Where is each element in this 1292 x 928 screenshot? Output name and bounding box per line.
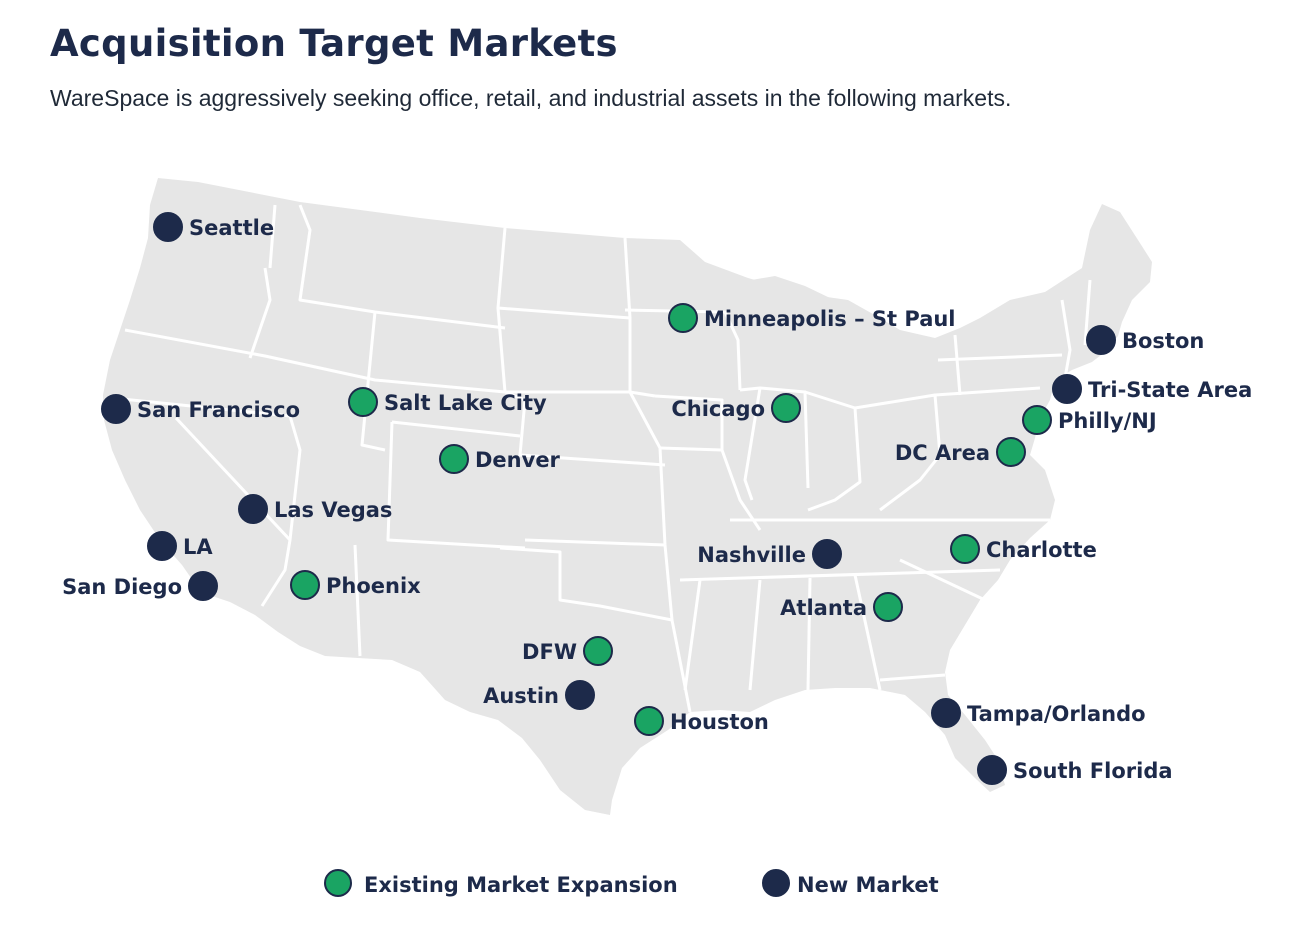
market-dot-minneapolis-st-paul <box>668 303 698 333</box>
market-label-tri-state-area: Tri-State Area <box>1088 378 1252 402</box>
market-label-las-vegas: Las Vegas <box>274 498 392 522</box>
market-label-dfw: DFW <box>522 640 577 664</box>
market-label-denver: Denver <box>475 448 561 472</box>
market-dot-south-florida <box>977 755 1007 785</box>
market-la: LA <box>147 531 213 561</box>
michigan-up-shape <box>740 276 830 306</box>
legend: Existing Market Expansion New Market <box>324 869 939 897</box>
legend-existing: Existing Market Expansion <box>324 869 678 897</box>
market-dot-phoenix <box>290 570 320 600</box>
page-subtitle: WareSpace is aggressively seeking office… <box>50 85 1012 111</box>
market-dot-seattle <box>153 212 183 242</box>
market-label-chicago: Chicago <box>671 397 765 421</box>
market-label-boston: Boston <box>1122 329 1204 353</box>
state-borders <box>111 204 1092 713</box>
market-chicago: Chicago <box>671 393 801 423</box>
market-markers: Seattle Minneapolis – St Paul Boston Tri-St… <box>62 212 1252 785</box>
market-label-philly-nj: Philly/NJ <box>1058 409 1157 433</box>
legend-new-label: New Market <box>797 873 939 897</box>
market-dot-austin <box>565 680 595 710</box>
market-label-minneapolis-st-paul: Minneapolis – St Paul <box>704 307 956 331</box>
market-label-nashville: Nashville <box>697 543 806 567</box>
market-label-dc-area: DC Area <box>895 441 990 465</box>
market-tampa-orlando: Tampa/Orlando <box>931 698 1146 728</box>
market-phoenix: Phoenix <box>290 570 421 600</box>
market-atlanta: Atlanta <box>780 592 903 622</box>
market-dot-la <box>147 531 177 561</box>
market-dot-san-francisco <box>101 394 131 424</box>
market-label-austin: Austin <box>483 684 559 708</box>
market-dot-boston <box>1086 325 1116 355</box>
legend-new-swatch <box>762 869 790 897</box>
market-seattle: Seattle <box>153 212 274 242</box>
market-nashville: Nashville <box>697 539 842 569</box>
market-dot-san-diego <box>188 571 218 601</box>
michigan-shape <box>810 320 880 410</box>
market-label-san-diego: San Diego <box>62 575 182 599</box>
market-boston: Boston <box>1086 325 1204 355</box>
market-label-phoenix: Phoenix <box>326 574 421 598</box>
market-dot-houston <box>634 706 664 736</box>
market-minneapolis-st-paul: Minneapolis – St Paul <box>668 303 956 333</box>
market-label-la: LA <box>183 535 213 559</box>
market-label-charlotte: Charlotte <box>986 538 1097 562</box>
market-dot-salt-lake-city <box>348 387 378 417</box>
legend-existing-swatch <box>324 869 352 897</box>
market-label-san-francisco: San Francisco <box>137 398 300 422</box>
market-san-francisco: San Francisco <box>101 394 300 424</box>
legend-existing-label: Existing Market Expansion <box>364 873 678 897</box>
market-label-tampa-orlando: Tampa/Orlando <box>967 702 1146 726</box>
market-dot-denver <box>439 444 469 474</box>
market-dot-dc-area <box>996 437 1026 467</box>
market-dot-nashville <box>812 539 842 569</box>
market-label-salt-lake-city: Salt Lake City <box>384 391 547 415</box>
us-landmass <box>103 178 1152 815</box>
market-dot-las-vegas <box>238 494 268 524</box>
market-dot-chicago <box>771 393 801 423</box>
market-dc-area: DC Area <box>895 437 1026 467</box>
market-dot-charlotte <box>950 534 980 564</box>
market-label-atlanta: Atlanta <box>780 596 867 620</box>
market-philly-nj: Philly/NJ <box>1022 405 1157 435</box>
legend-new: New Market <box>762 869 939 897</box>
market-salt-lake-city: Salt Lake City <box>348 387 547 417</box>
market-charlotte: Charlotte <box>950 534 1097 564</box>
market-austin: Austin <box>483 680 595 710</box>
market-dot-atlanta <box>873 592 903 622</box>
market-dot-tampa-orlando <box>931 698 961 728</box>
us-mainland-shape <box>103 178 1152 815</box>
market-dot-dfw <box>583 636 613 666</box>
market-label-seattle: Seattle <box>189 216 274 240</box>
market-label-south-florida: South Florida <box>1013 759 1173 783</box>
market-dot-tri-state-area <box>1052 374 1082 404</box>
market-south-florida: South Florida <box>977 755 1173 785</box>
market-denver: Denver <box>439 444 561 474</box>
page-title: Acquisition Target Markets <box>50 22 618 65</box>
market-houston: Houston <box>634 706 769 736</box>
market-san-diego: San Diego <box>62 571 218 601</box>
market-dot-philly-nj <box>1022 405 1052 435</box>
market-label-houston: Houston <box>670 710 769 734</box>
market-las-vegas: Las Vegas <box>238 494 392 524</box>
market-tri-state-area: Tri-State Area <box>1052 374 1252 404</box>
market-dfw: DFW <box>522 636 613 666</box>
